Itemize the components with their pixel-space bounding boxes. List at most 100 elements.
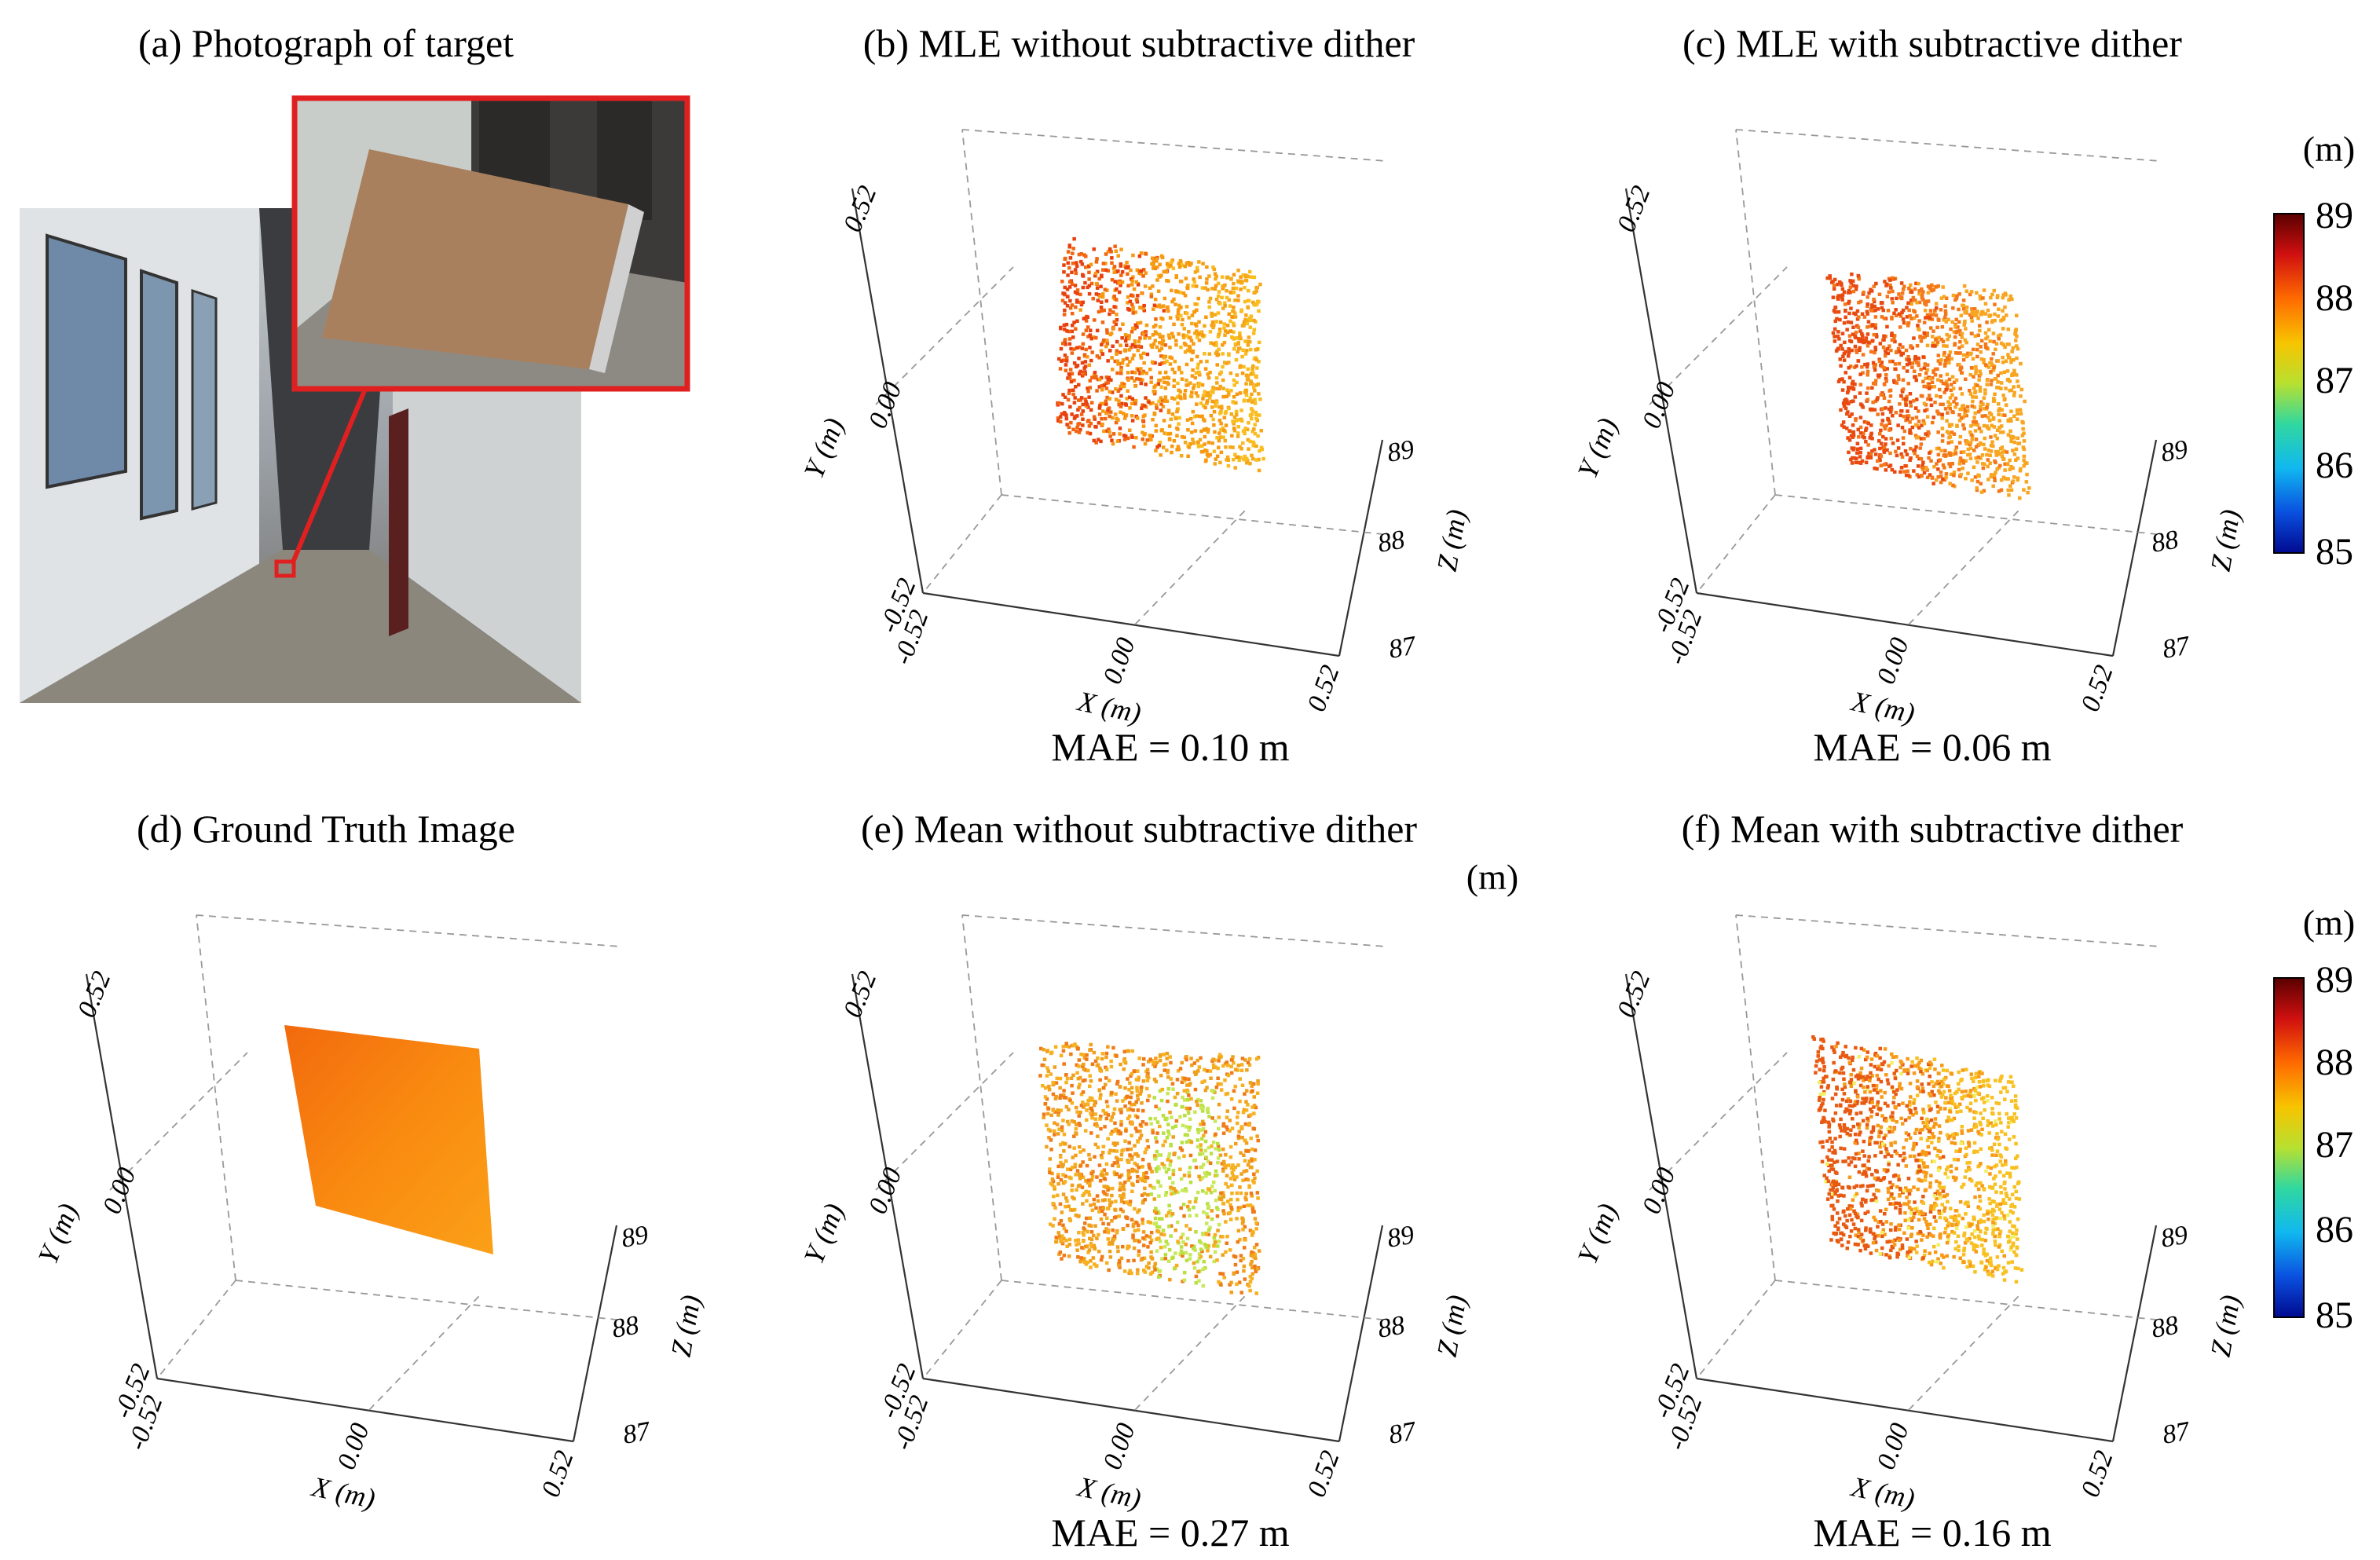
point-cloud-f: [1811, 1035, 2024, 1284]
x-axis-label: X (m): [1847, 1470, 1917, 1514]
z-tick-label: 87: [1386, 631, 1419, 665]
extra-unit-label: (m): [1466, 857, 1518, 897]
colorbar-top-tick-87: 87: [2316, 360, 2353, 401]
y-tick-label: 0.00: [863, 379, 908, 433]
y-tick-label: 0.00: [1637, 379, 1682, 433]
y-tick-label: 0.00: [863, 1164, 908, 1218]
z-axis-label: Z (m): [2205, 1293, 2246, 1360]
colorbar-bottom: (m) 89 88 87 86 85: [2273, 903, 2355, 1336]
z-axis-label: Z (m): [1431, 1293, 1473, 1360]
x-tick-label: 0.52: [1302, 661, 1346, 716]
x-axis-line: [1696, 1377, 2114, 1443]
x-axis-label: X (m): [1074, 685, 1144, 729]
panel-e-title: (e) Mean without subtractive dither: [861, 807, 1417, 851]
panel-f-mae: MAE = 0.16 m: [1813, 1511, 2051, 1555]
x-tick-label: 0.00: [1098, 1419, 1141, 1474]
colorbar-bottom-tick-89: 89: [2316, 959, 2353, 1001]
z-tick-label: 87: [621, 1416, 654, 1450]
x-tick-label: 0.00: [332, 1419, 375, 1474]
x-tick-label: 0.00: [1098, 634, 1141, 688]
z-axis-line: [1338, 439, 1384, 657]
point-cloud-e: [1038, 1042, 1261, 1295]
panel-b-title: (b) MLE without subtractive dither: [863, 21, 1415, 65]
panel-a-title: (a) Photograph of target: [138, 21, 514, 65]
colorbar-bottom-unit: (m): [2303, 903, 2355, 943]
z-tick-label: 89: [2158, 434, 2190, 467]
colorbar-top-tick-86: 86: [2316, 445, 2353, 486]
x-axis-label: X (m): [1074, 1470, 1144, 1514]
x-axis-label: X (m): [1847, 685, 1917, 729]
colorbar-bottom-tick-88: 88: [2316, 1042, 2353, 1083]
z-tick-label: 87: [2160, 631, 2193, 665]
y-tick-label: 0.52: [1612, 968, 1657, 1022]
y-axis-line: [85, 973, 159, 1379]
x-axis-line: [1696, 591, 2114, 657]
y-axis-label: Y (m): [1572, 1199, 1624, 1268]
x-tick-label: 0.00: [1872, 1419, 1915, 1474]
panel-d-title: (d) Ground Truth Image: [137, 807, 515, 851]
z-tick-label: 89: [619, 1220, 650, 1253]
y-axis-line: [851, 973, 925, 1379]
panel-c-title: (c) MLE with subtractive dither: [1682, 21, 2182, 65]
y-tick-label: 0.52: [838, 968, 883, 1022]
z-tick-label: 88: [1375, 525, 1407, 558]
y-axis-line: [1624, 188, 1698, 594]
panel-e-mae: MAE = 0.27 m: [1051, 1511, 1289, 1555]
x-tick-label: 0.52: [536, 1447, 580, 1501]
z-axis-line: [2111, 439, 2158, 657]
y-tick-label: 0.52: [1612, 182, 1657, 236]
colorbar-bottom-tick-86: 86: [2316, 1209, 2353, 1251]
x-axis-label: X (m): [308, 1470, 378, 1514]
y-axis-label: Y (m): [32, 1199, 85, 1268]
x-tick-label: 0.52: [2076, 661, 2119, 716]
z-tick-label: 87: [2160, 1416, 2193, 1450]
z-tick-label: 89: [2158, 1220, 2190, 1253]
y-axis-label: Y (m): [798, 413, 851, 482]
x-axis-line: [156, 1377, 574, 1443]
y-tick-label: 0.52: [838, 182, 883, 236]
z-tick-label: 88: [2149, 525, 2180, 558]
y-tick-label: 0.00: [1637, 1164, 1682, 1218]
z-tick-label: 89: [1385, 434, 1416, 467]
y-axis-label: Y (m): [798, 1199, 851, 1268]
y-axis-label: Y (m): [1572, 413, 1624, 482]
y-axis-line: [851, 188, 925, 594]
z-axis-line: [572, 1225, 618, 1442]
ground-truth-plane: [284, 1025, 493, 1254]
y-tick-label: 0.52: [72, 968, 117, 1022]
target-inset-photo: [291, 95, 690, 392]
point-cloud-c: [1825, 272, 2031, 500]
colorbar-top-tick-88: 88: [2316, 277, 2353, 319]
y-tick-label: 0.00: [97, 1164, 142, 1218]
z-axis-line: [1338, 1225, 1384, 1442]
point-cloud-b: [1056, 236, 1265, 473]
panel-c-mae: MAE = 0.06 m: [1813, 725, 2051, 769]
x-tick-label: 0.52: [2076, 1447, 2119, 1501]
x-axis-line: [922, 1377, 1340, 1443]
x-axis-line: [922, 591, 1340, 657]
panel-b-mae: MAE = 0.10 m: [1051, 725, 1289, 769]
colorbar-top-unit: (m): [2303, 129, 2355, 169]
z-tick-label: 88: [610, 1310, 641, 1343]
colorbar-top-tick-85: 85: [2316, 531, 2353, 573]
panel-f-title: (f) Mean with subtractive dither: [1682, 807, 2184, 851]
y-axis-line: [1624, 973, 1698, 1379]
z-axis-label: Z (m): [665, 1293, 707, 1360]
colorbar-top: (m) 89 88 87 86 85: [2273, 129, 2355, 573]
z-axis-label: Z (m): [2205, 507, 2246, 574]
z-axis-label: Z (m): [1431, 507, 1473, 574]
colorbar-bottom-tick-85: 85: [2316, 1295, 2353, 1336]
z-tick-label: 89: [1385, 1220, 1416, 1253]
x-tick-label: 0.52: [1302, 1447, 1346, 1501]
z-tick-label: 88: [1375, 1310, 1407, 1343]
z-axis-line: [2111, 1225, 2158, 1442]
z-tick-label: 87: [1386, 1416, 1419, 1450]
colorbar-top-tick-89: 89: [2316, 195, 2353, 236]
colorbar-bottom-tick-87: 87: [2316, 1124, 2353, 1166]
x-tick-label: 0.00: [1872, 634, 1915, 688]
